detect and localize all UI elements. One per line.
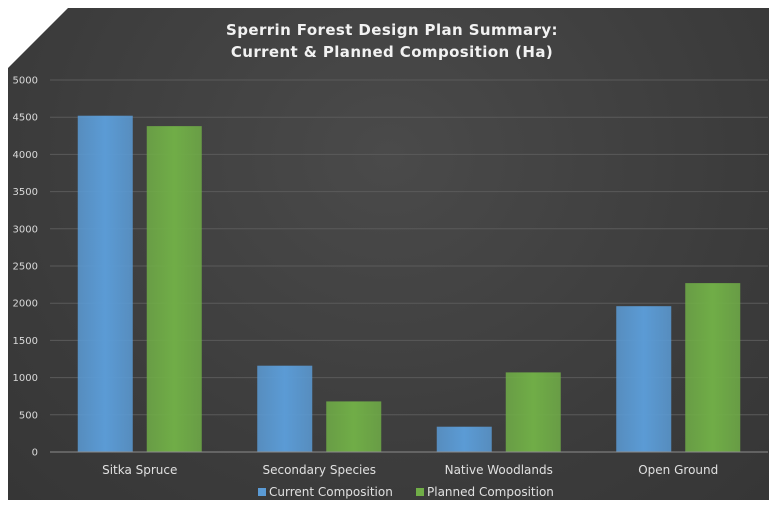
chart-title-line-1: Sperrin Forest Design Plan Summary:	[226, 21, 558, 39]
bar-planned-1	[326, 401, 382, 452]
bar-current-2	[436, 426, 492, 452]
bars	[77, 115, 741, 453]
y-tick-label: 3500	[13, 187, 38, 198]
y-tick-label: 4500	[13, 113, 38, 124]
category-labels: Sitka Spruce Secondary Species Native Wood…	[102, 463, 718, 477]
corner-decoration	[8, 8, 68, 68]
legend-label-0: Current Composition	[269, 485, 393, 499]
chart-frame: Sperrin Forest Design Plan Summary: Curr…	[8, 8, 769, 500]
bar-planned-3	[685, 283, 741, 452]
bar-current-1	[257, 365, 313, 452]
y-tick-label: 1000	[13, 373, 38, 384]
y-tick-label: 5000	[13, 76, 38, 87]
chart-title-line-2: Current & Planned Composition (Ha)	[231, 43, 553, 61]
y-tick-label: 2000	[13, 299, 38, 310]
y-axis-ticks: 0 500 1000 1500 2000 2500 3000 3500 4000 4500 5000	[13, 76, 38, 459]
chart-title: Sperrin Forest Design Plan Summary: Curr…	[226, 21, 558, 61]
bar-current-3	[616, 306, 672, 452]
y-tick-label: 2500	[13, 262, 38, 273]
y-tick-label: 4000	[13, 150, 38, 161]
y-tick-label: 0	[32, 448, 38, 459]
bar-chart: Sperrin Forest Design Plan Summary: Curr…	[13, 21, 768, 499]
bar-planned-2	[505, 372, 561, 452]
y-tick-label: 500	[19, 410, 38, 421]
category-label: Sitka Spruce	[102, 463, 177, 477]
y-tick-label: 3000	[13, 224, 38, 235]
category-label: Secondary Species	[262, 463, 376, 477]
category-label: Open Ground	[638, 463, 718, 477]
legend: Current Composition Planned Composition	[258, 485, 554, 499]
bar-planned-0	[146, 126, 202, 453]
bar-current-0	[77, 115, 133, 452]
legend-swatch-0	[258, 488, 266, 496]
category-label: Native Woodlands	[445, 463, 553, 477]
legend-label-1: Planned Composition	[427, 485, 554, 499]
legend-swatch-1	[416, 488, 424, 496]
y-tick-label: 1500	[13, 336, 38, 347]
